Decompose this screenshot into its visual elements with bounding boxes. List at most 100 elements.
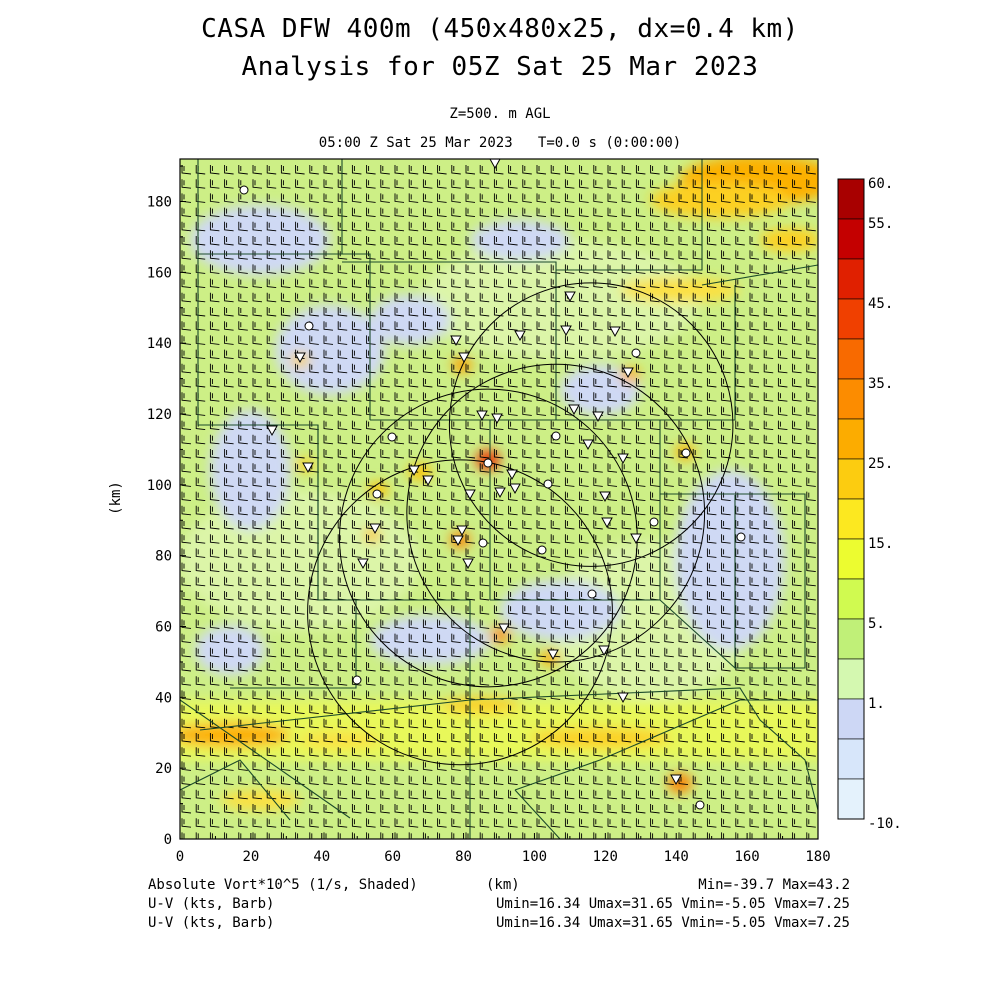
y-tick-label: 140 — [147, 336, 172, 352]
station-triangle — [498, 623, 510, 635]
footer-field-shaded: Absolute Vort*10^5 (1/s, Shaded) — [148, 877, 418, 893]
colorbar-swatch — [837, 458, 865, 500]
y-tick-label: 80 — [155, 549, 172, 565]
station-triangle — [599, 491, 611, 503]
station-triangle — [601, 517, 613, 529]
station-triangle — [617, 453, 629, 465]
footer-stats-barb-2: Umin=16.34 Umax=31.65 Vmin=-5.05 Vmax=7.… — [495, 915, 850, 931]
x-tick-label: 100 — [522, 849, 547, 865]
station-triangle — [452, 535, 464, 547]
radar-range-rings — [307, 282, 734, 766]
time-label: 05:00 Z Sat 25 Mar 2023 T=0.0 s (0:00:00… — [318, 135, 682, 151]
colorbar-swatch — [837, 778, 865, 820]
colorbar-swatch — [837, 258, 865, 300]
station-triangle — [491, 413, 503, 425]
x-tick-label: 180 — [805, 849, 830, 865]
station-triangle — [489, 159, 501, 170]
county-boundaries — [180, 159, 818, 839]
y-tick-label: 20 — [155, 761, 172, 777]
station-triangle — [369, 523, 381, 535]
station-triangle — [564, 291, 576, 303]
station-triangle — [458, 352, 470, 364]
station-markers — [239, 159, 746, 810]
y-tick-label: 40 — [155, 690, 172, 706]
station-triangle — [422, 475, 434, 487]
station-triangle — [506, 469, 518, 481]
station-triangle — [670, 774, 682, 786]
colorbar-swatch — [837, 498, 865, 540]
range-ring — [448, 282, 734, 567]
colorbar-label: 5. — [868, 616, 885, 632]
colorbar-label: 55. — [868, 216, 893, 232]
station-triangle — [568, 404, 580, 416]
colorbar-swatch — [837, 738, 865, 780]
y-tick-label: 180 — [147, 195, 172, 211]
colorbar-swatch — [837, 218, 865, 260]
colorbar-label: 35. — [868, 376, 893, 392]
station-triangle — [494, 487, 506, 499]
y-tick-label: 160 — [147, 265, 172, 281]
colorbar-swatch — [837, 338, 865, 380]
y-tick-label: 100 — [147, 478, 172, 494]
title-line-2: Analysis for 05Z Sat 25 Mar 2023 — [241, 52, 759, 82]
station-triangle — [450, 335, 462, 347]
station-triangle — [547, 649, 559, 661]
colorbar-label: 45. — [868, 296, 893, 312]
wind-barb-grid — [181, 165, 816, 839]
station-triangle — [476, 410, 488, 422]
station-triangle — [456, 525, 468, 537]
colorbar-label: 25. — [868, 456, 893, 472]
station-triangle — [609, 326, 621, 338]
x-tick-label: 0 — [176, 849, 184, 865]
x-tick-label: 140 — [664, 849, 689, 865]
footer-x-unit: (km) — [486, 877, 520, 893]
station-triangle — [617, 692, 629, 704]
range-ring — [307, 459, 613, 766]
colorbar-label: -10. — [868, 816, 902, 832]
colorbar: 60. 55. 45. 35. 25. 15. 5. 1. -10. — [837, 176, 902, 832]
x-tick-label: 80 — [455, 849, 472, 865]
footer-min-max: Min=-39.7 Max=43.2 — [698, 877, 850, 893]
title-line-1: CASA DFW 400m (450x480x25, dx=0.4 km) — [201, 14, 799, 44]
colorbar-swatch — [837, 418, 865, 460]
vorticity-shading — [180, 159, 818, 839]
x-tick-label: 120 — [593, 849, 618, 865]
colorbar-swatch — [837, 618, 865, 660]
x-axis: 0 20 40 60 80 100 120 140 160 180 — [176, 833, 831, 865]
station-triangle — [630, 533, 642, 545]
station-triangle — [592, 411, 604, 423]
y-tick-label: 120 — [147, 407, 172, 423]
range-ring — [406, 363, 706, 663]
footer-stats-barb-1: Umin=16.34 Umax=31.65 Vmin=-5.05 Vmax=7.… — [495, 896, 850, 912]
station-triangle — [582, 439, 594, 451]
footer-field-barb-2: U-V (kts, Barb) — [148, 915, 275, 931]
colorbar-swatch — [837, 378, 865, 420]
station-triangle — [464, 489, 476, 501]
station-triangle — [266, 425, 278, 437]
x-tick-label: 20 — [242, 849, 259, 865]
wind-barbs — [181, 165, 816, 839]
colorbar-swatch — [837, 178, 865, 220]
x-tick-label: 60 — [384, 849, 401, 865]
colorbar-swatch — [837, 538, 865, 580]
station-triangle — [509, 483, 521, 495]
colorbar-label: 1. — [868, 696, 885, 712]
station-triangle — [514, 330, 526, 342]
colorbar-swatch — [837, 578, 865, 620]
level-label: Z=500. m AGL — [449, 106, 551, 122]
y-tick-label: 60 — [155, 620, 172, 636]
station-triangle — [598, 645, 610, 657]
y-axis: 0 20 40 60 80 100 120 140 160 180 — [147, 165, 186, 848]
station-triangle — [357, 558, 369, 570]
footer-field-barb-1: U-V (kts, Barb) — [148, 896, 275, 912]
station-triangle — [294, 352, 306, 364]
y-axis-title: (km) — [108, 481, 124, 515]
colorbar-swatch — [837, 298, 865, 340]
station-triangle — [302, 462, 314, 474]
colorbar-swatch — [837, 698, 865, 740]
x-tick-label: 160 — [734, 849, 759, 865]
colorbar-label: 60. — [868, 176, 893, 192]
colorbar-swatch — [837, 658, 865, 700]
station-triangle — [408, 465, 420, 477]
